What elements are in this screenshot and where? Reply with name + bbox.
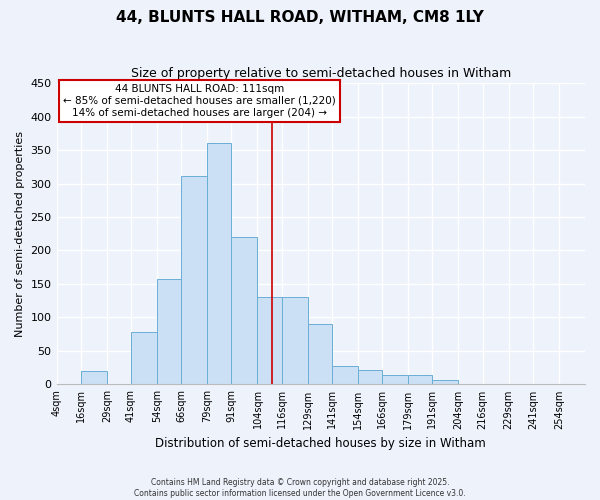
Bar [358, 370, 382, 384]
Bar [382, 375, 408, 384]
Bar [332, 366, 358, 384]
Title: Size of property relative to semi-detached houses in Witham: Size of property relative to semi-detach… [131, 68, 511, 80]
Bar [181, 176, 207, 384]
Bar [80, 371, 107, 384]
Bar [432, 380, 458, 384]
Text: 44 BLUNTS HALL ROAD: 111sqm
← 85% of semi-detached houses are smaller (1,220)
14: 44 BLUNTS HALL ROAD: 111sqm ← 85% of sem… [63, 84, 335, 117]
Bar [131, 332, 157, 384]
Bar [207, 144, 232, 384]
Bar [308, 324, 332, 384]
Bar [232, 237, 257, 384]
Text: Contains HM Land Registry data © Crown copyright and database right 2025.
Contai: Contains HM Land Registry data © Crown c… [134, 478, 466, 498]
Y-axis label: Number of semi-detached properties: Number of semi-detached properties [15, 130, 25, 336]
Text: 44, BLUNTS HALL ROAD, WITHAM, CM8 1LY: 44, BLUNTS HALL ROAD, WITHAM, CM8 1LY [116, 10, 484, 25]
X-axis label: Distribution of semi-detached houses by size in Witham: Distribution of semi-detached houses by … [155, 437, 486, 450]
Bar [408, 375, 432, 384]
Bar [157, 278, 181, 384]
Bar [257, 298, 281, 384]
Bar [281, 298, 308, 384]
